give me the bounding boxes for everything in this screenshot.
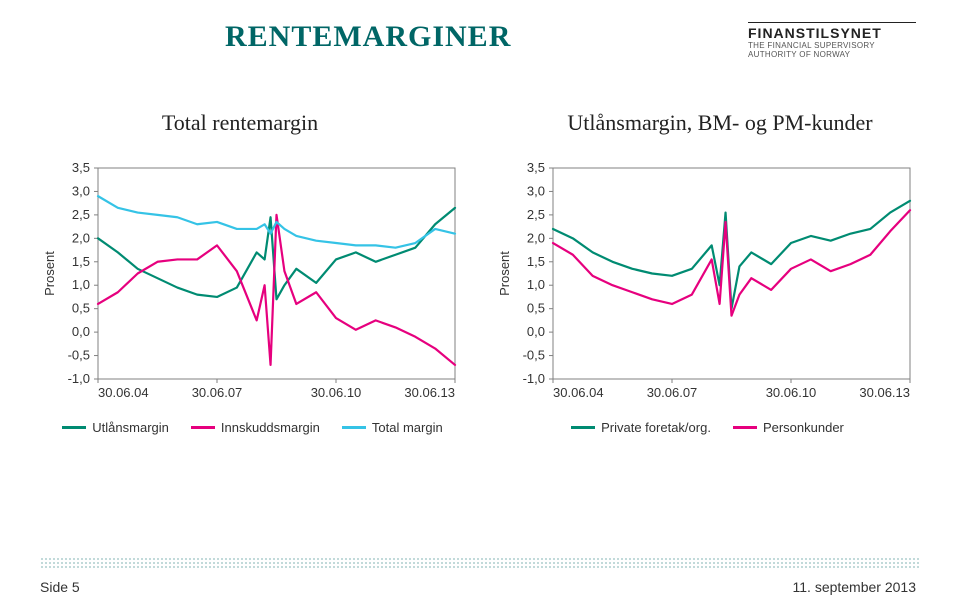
legend-label: Private foretak/org.: [601, 420, 711, 435]
svg-text:1,0: 1,0: [527, 277, 545, 292]
svg-text:1,5: 1,5: [527, 254, 545, 269]
svg-text:30.06.10: 30.06.10: [311, 385, 362, 400]
svg-text:-1,0: -1,0: [68, 371, 90, 386]
logo-rule: [748, 22, 916, 23]
legend-label: Total margin: [372, 420, 443, 435]
svg-text:0,5: 0,5: [527, 301, 545, 316]
svg-text:3,0: 3,0: [527, 183, 545, 198]
logo-title: FINANSTILSYNET: [748, 25, 916, 41]
svg-text:-0,5: -0,5: [68, 348, 90, 363]
svg-text:30.06.07: 30.06.07: [192, 385, 243, 400]
svg-text:30.06.04: 30.06.04: [553, 385, 604, 400]
legend-item: Private foretak/org.: [571, 420, 711, 435]
svg-text:2,5: 2,5: [72, 207, 90, 222]
svg-text:2,0: 2,0: [527, 230, 545, 245]
page-title: RENTEMARGINER: [225, 20, 511, 54]
legend-swatch: [342, 426, 366, 429]
footer-dotted-rule: [40, 557, 920, 569]
svg-text:30.06.13: 30.06.13: [859, 385, 910, 400]
logo: FINANSTILSYNET THE FINANCIAL SUPERVISORY…: [748, 22, 916, 59]
svg-text:30.06.10: 30.06.10: [766, 385, 817, 400]
legend-item: Total margin: [342, 420, 443, 435]
chart-right-svg: -1,0 -0,5 0,0 0,5 1,0 1,5 2,0 2,5 3,0 3,5 30.06.04…: [495, 160, 920, 405]
svg-text:30.06.07: 30.06.07: [647, 385, 698, 400]
legend-item: Innskuddsmargin: [191, 420, 320, 435]
svg-text:0,5: 0,5: [72, 301, 90, 316]
chart-right-subtitle: Utlånsmargin, BM- og PM-kunder: [480, 110, 960, 136]
legend-label: Innskuddsmargin: [221, 420, 320, 435]
chart-subtitles: Total rentemargin Utlånsmargin, BM- og P…: [0, 110, 960, 136]
logo-subtitle-1: THE FINANCIAL SUPERVISORY: [748, 41, 916, 50]
svg-text:1,5: 1,5: [72, 254, 90, 269]
svg-text:2,5: 2,5: [527, 207, 545, 222]
legend-swatch: [62, 426, 86, 429]
charts-row: -1,0 -0,5 0,0 0,5 1,0 1,5 2,0 2,5 3,0 3,5 30.06.04…: [40, 160, 920, 435]
legend-swatch: [733, 426, 757, 429]
svg-text:-0,5: -0,5: [523, 348, 545, 363]
chart-left-subtitle: Total rentemargin: [0, 110, 480, 136]
svg-text:3,5: 3,5: [527, 160, 545, 175]
svg-text:30.06.13: 30.06.13: [404, 385, 455, 400]
legend-label: Utlånsmargin: [92, 420, 169, 435]
legend-swatch: [191, 426, 215, 429]
chart-right: -1,0 -0,5 0,0 0,5 1,0 1,5 2,0 2,5 3,0 3,5 30.06.04…: [495, 160, 920, 435]
legend-item: Personkunder: [733, 420, 844, 435]
svg-text:3,0: 3,0: [72, 183, 90, 198]
legend-label: Personkunder: [763, 420, 844, 435]
chart-left: -1,0 -0,5 0,0 0,5 1,0 1,5 2,0 2,5 3,0 3,5 30.06.04…: [40, 160, 465, 435]
svg-text:0,0: 0,0: [72, 324, 90, 339]
chart-right-legend: Private foretak/org. Personkunder: [495, 420, 920, 435]
svg-text:Prosent: Prosent: [497, 251, 512, 296]
footer-page-number: Side 5: [40, 579, 80, 595]
svg-text:-1,0: -1,0: [523, 371, 545, 386]
svg-text:3,5: 3,5: [72, 160, 90, 175]
svg-text:30.06.04: 30.06.04: [98, 385, 149, 400]
footer-date: 11. september 2013: [793, 579, 917, 595]
logo-subtitle-2: AUTHORITY OF NORWAY: [748, 50, 916, 59]
chart-left-svg: -1,0 -0,5 0,0 0,5 1,0 1,5 2,0 2,5 3,0 3,5 30.06.04…: [40, 160, 465, 405]
svg-text:2,0: 2,0: [72, 230, 90, 245]
svg-text:Prosent: Prosent: [42, 251, 57, 296]
svg-text:1,0: 1,0: [72, 277, 90, 292]
legend-item: Utlånsmargin: [62, 420, 169, 435]
chart-left-legend: Utlånsmargin Innskuddsmargin Total margin: [40, 420, 465, 435]
svg-text:0,0: 0,0: [527, 324, 545, 339]
legend-swatch: [571, 426, 595, 429]
